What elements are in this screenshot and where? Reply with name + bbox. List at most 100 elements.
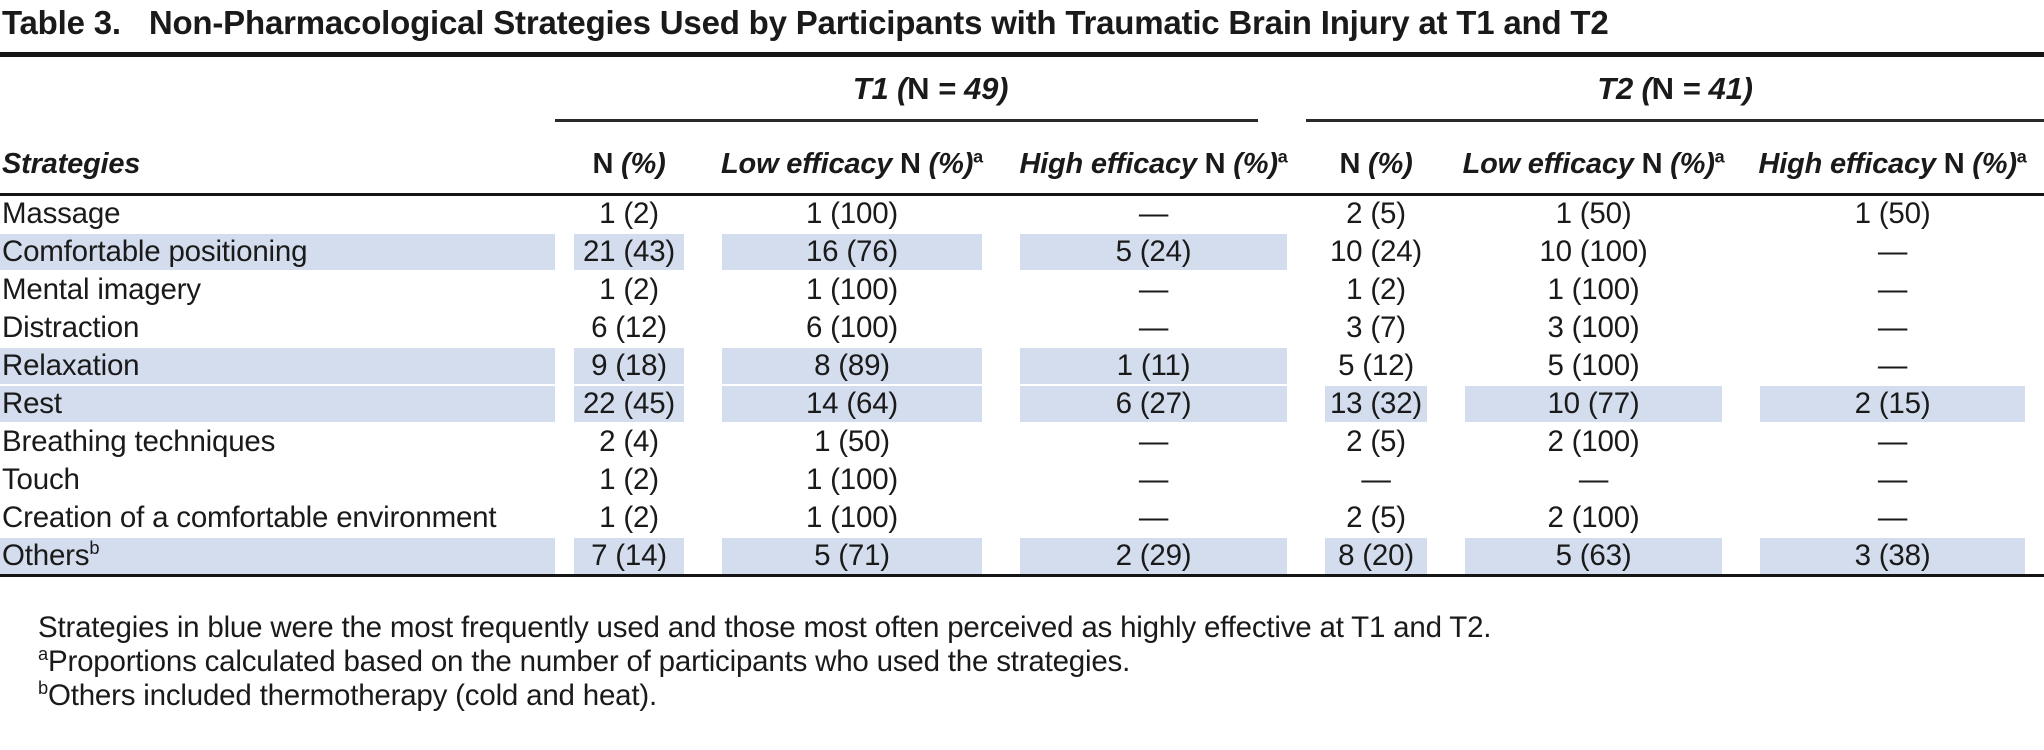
value: — <box>1877 425 1908 458</box>
header-pre: High efficacy <box>1019 148 1205 180</box>
data-table: T1 (N = 49) T2 (N = 41) Strategies N (%)… <box>0 57 2044 577</box>
value-cell: 1 (50) <box>1446 195 1741 234</box>
value: — <box>1578 463 1609 496</box>
value-cell: 2 (5) <box>1306 423 1446 461</box>
table-caption: Table 3. Non-Pharmacological Strategies U… <box>0 0 2044 52</box>
value: 2 (4) <box>599 425 659 458</box>
table-row: Comfortable positioning 21 (43) 16 (76) 5 (… <box>0 233 2044 271</box>
footnote-marker-a: a <box>2016 146 2027 167</box>
value-cell: 2 (100) <box>1446 423 1741 461</box>
value-cell: — <box>1001 499 1306 537</box>
top-rule <box>0 52 2044 57</box>
value: 6 (27) <box>1020 386 1288 422</box>
value: 3 (100) <box>1547 311 1640 344</box>
value-cell: 3 (7) <box>1306 309 1446 347</box>
value: 1 (2) <box>599 501 659 534</box>
strategy-name: Touch <box>2 463 80 496</box>
header-n: N <box>900 148 921 180</box>
t1-group-label: T1 (N = 49) <box>555 57 1306 119</box>
value: 2 (5) <box>1346 501 1406 534</box>
value-cell: 6 (27) <box>1001 385 1306 423</box>
t1-label-n: N <box>907 71 930 106</box>
footnote-marker-a: a <box>1277 146 1288 167</box>
value-cell: 1 (11) <box>1001 347 1306 385</box>
header-pct: (%) <box>1225 148 1278 180</box>
value: 1 (2) <box>599 197 659 230</box>
t2-low-efficacy-column-header: Low efficacy N (%)a <box>1446 122 1742 196</box>
value-cell: — <box>1741 347 2044 385</box>
strategies-column-header: Strategies <box>0 122 555 196</box>
value: 2 (100) <box>1547 501 1640 534</box>
strategy-name-cell: Touch <box>0 461 555 499</box>
footnote-a: aProportions calculated based on the num… <box>38 645 2044 679</box>
footnote-text: Strategies in blue were the most frequen… <box>38 611 1492 644</box>
value-cell: 1 (2) <box>555 499 703 537</box>
value-cell: 22 (45) <box>555 385 703 423</box>
spanner-header-row: T1 (N = 49) T2 (N = 41) <box>0 57 2044 122</box>
value-cell: 5 (71) <box>703 537 1001 576</box>
value: 5 (24) <box>1020 234 1288 270</box>
header-pct: (%) <box>1964 148 2017 180</box>
t1-group-rule <box>555 119 1259 122</box>
value: 1 (50) <box>1555 197 1632 230</box>
value-cell: 10 (24) <box>1306 233 1446 271</box>
value: — <box>1877 311 1908 344</box>
value-cell: 1 (2) <box>555 271 703 309</box>
value: — <box>1138 463 1169 496</box>
footnote-marker-a: a <box>973 146 983 167</box>
value-cell: — <box>1001 309 1306 347</box>
strategy-name-cell: Mental imagery <box>0 271 555 309</box>
t2-n-column-header: N (%) <box>1306 122 1447 196</box>
t1-label-pre: T1 ( <box>852 71 908 106</box>
value: 2 (29) <box>1020 538 1288 574</box>
value-cell: — <box>1001 423 1306 461</box>
footnote-marker-b: b <box>89 537 100 559</box>
t2-group-rule <box>1306 119 2044 122</box>
value-cell: — <box>1001 195 1306 234</box>
t2-group-label: T2 (N = 41) <box>1306 57 2044 119</box>
value: 1 (100) <box>1547 273 1640 306</box>
value-cell: 8 (20) <box>1306 537 1446 576</box>
value-cell: 2 (15) <box>1741 385 2044 423</box>
value: 10 (24) <box>1329 235 1423 268</box>
value-cell: — <box>1306 461 1446 499</box>
t1-low-efficacy-column-header: Low efficacy N (%)a <box>703 122 1001 196</box>
value-cell: 1 (100) <box>703 499 1001 537</box>
strategy-name: Creation of a comfortable environment <box>2 501 497 534</box>
value-cell: — <box>1741 461 2044 499</box>
value-cell: — <box>1741 423 2044 461</box>
value-cell: 2 (100) <box>1446 499 1741 537</box>
value: 7 (14) <box>574 538 684 574</box>
value-cell: 1 (2) <box>555 195 703 234</box>
spanner-spacer <box>0 57 555 122</box>
header-pre: Low efficacy <box>1462 148 1642 180</box>
strategy-name-cell: Othersb <box>0 537 555 576</box>
strategy-name: Rest <box>2 387 62 420</box>
value-cell: 2 (5) <box>1306 195 1446 234</box>
header-n: N <box>1641 148 1663 180</box>
value: 8 (20) <box>1325 538 1428 574</box>
value: 8 (89) <box>722 348 982 384</box>
footnote-marker-a: a <box>1714 146 1725 167</box>
value: — <box>1138 311 1169 344</box>
value-cell: 7 (14) <box>555 537 703 576</box>
footnote-b: bOthers included thermotherapy (cold and… <box>38 679 2044 713</box>
strategy-name: Mental imagery <box>2 273 201 306</box>
value-cell: 9 (18) <box>555 347 703 385</box>
strategy-name: Breathing techniques <box>2 425 276 458</box>
value: 3 (38) <box>1760 538 2026 574</box>
value: 22 (45) <box>574 386 684 422</box>
value: 6 (100) <box>805 311 899 344</box>
value-cell: — <box>1446 461 1741 499</box>
value: — <box>1138 273 1169 306</box>
value-cell: 1 (2) <box>555 461 703 499</box>
value: 1 (2) <box>599 463 659 496</box>
t1-high-efficacy-column-header: High efficacy N (%)a <box>1001 122 1307 196</box>
t2-label-suffix: = 41) <box>1673 71 1753 106</box>
strategy-name-cell: Rest <box>0 385 555 423</box>
value-cell: 14 (64) <box>703 385 1001 423</box>
value-cell: — <box>1001 271 1306 309</box>
value: — <box>1877 235 1908 268</box>
value-cell: 6 (100) <box>703 309 1001 347</box>
value: — <box>1138 425 1169 458</box>
